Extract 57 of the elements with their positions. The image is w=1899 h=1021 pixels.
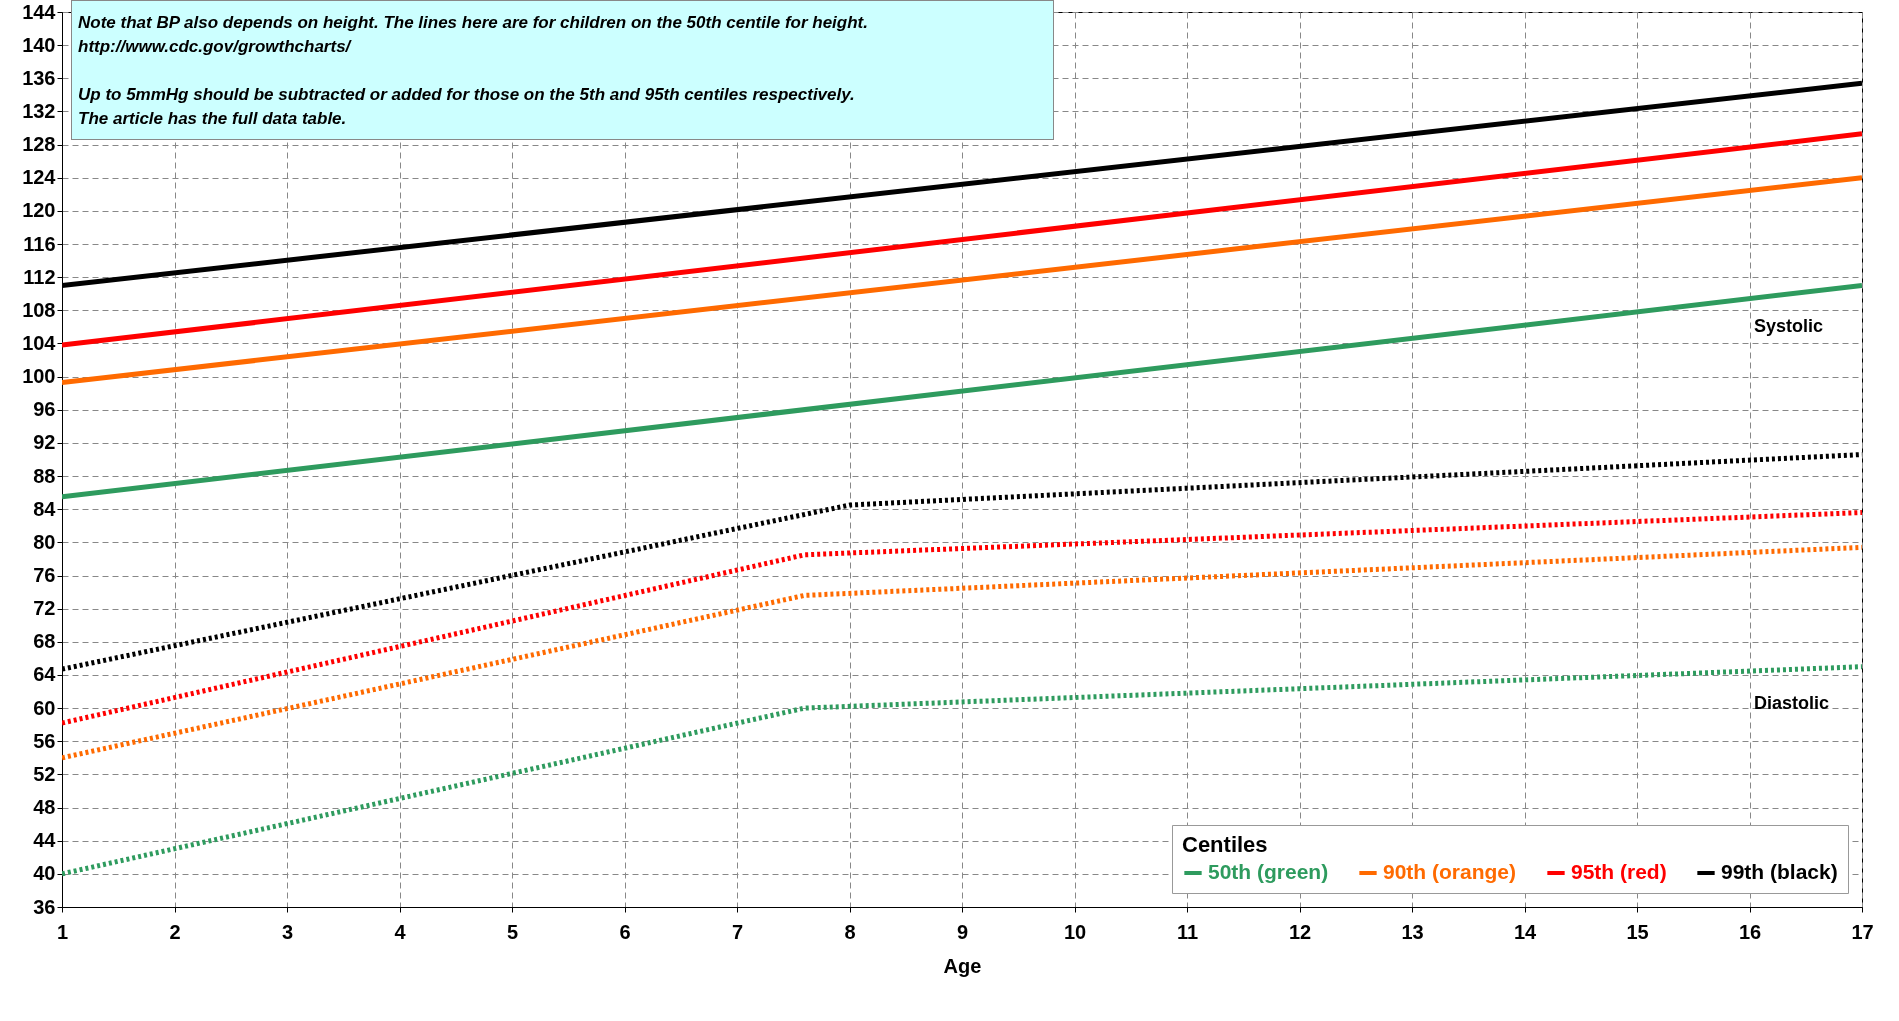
annotation: Diastolic [1754, 692, 1830, 713]
y-tick-label: 60 [33, 696, 56, 719]
y-tick-label: 72 [33, 597, 56, 620]
y-tick-label: 140 [22, 33, 56, 56]
y-tick-label: 132 [22, 99, 56, 122]
y-tick-label: 44 [33, 829, 57, 852]
x-tick-label: 16 [1738, 920, 1762, 943]
x-tick-label: 17 [1851, 920, 1874, 943]
y-tick-label: 100 [22, 365, 56, 388]
x-tick-label: 2 [169, 920, 181, 943]
x-tick-label: 1 [56, 920, 69, 943]
x-tick-label: 10 [1063, 920, 1087, 943]
y-tick-label: 80 [33, 530, 56, 553]
x-tick-label: 6 [619, 920, 631, 943]
y-tick-label: 48 [33, 796, 56, 819]
y-tick-label: 64 [33, 663, 57, 686]
annotation: Up to 5mmHg should be subtracted or added for those on the 5th and 95th centiles respectively. [78, 84, 856, 106]
y-tick-label: 112 [23, 265, 56, 288]
y-tick-label: 40 [33, 862, 56, 885]
y-tick-label: 128 [22, 133, 56, 156]
y-tick-label: 136 [22, 66, 56, 89]
x-tick-label: 15 [1626, 920, 1649, 943]
y-tick-label: 76 [33, 564, 56, 587]
x-axis-title: Age [943, 954, 982, 977]
x-tick-label: 11 [1176, 920, 1199, 943]
x-tick-label: 9 [956, 920, 969, 943]
x-tick-label: 4 [394, 920, 407, 943]
legend-label: 50th (green) [1208, 860, 1329, 883]
x-tick-label: 14 [1513, 920, 1537, 943]
y-tick-label: 96 [33, 398, 56, 421]
x-tick-label: 7 [731, 920, 744, 943]
annotation: Note that BP also depends on height. The lines here are for children on the 50th centile for height. [78, 12, 869, 34]
y-tick-label: 144 [22, 0, 57, 23]
y-tick-label: 84 [33, 497, 57, 520]
y-tick-label: 108 [22, 298, 56, 321]
x-tick-label: 3 [281, 920, 294, 943]
legend-label: 95th (red) [1571, 860, 1667, 883]
y-tick-label: 120 [22, 199, 56, 222]
y-tick-label: 68 [33, 630, 56, 653]
annotation: The article has the full data table. [78, 108, 348, 130]
annotation: http://www.cdc.gov/growthcharts/ [78, 36, 353, 58]
y-tick-label: 104 [22, 331, 57, 354]
legend-label: 90th (orange) [1383, 860, 1517, 883]
x-tick-label: 8 [844, 920, 856, 943]
y-tick-label: 88 [33, 464, 56, 487]
y-tick-label: 56 [33, 729, 56, 752]
x-tick-label: 12 [1288, 920, 1312, 943]
y-tick-label: 36 [33, 895, 56, 918]
x-tick-label: 5 [506, 920, 519, 943]
y-tick-label: 124 [22, 166, 57, 189]
legend-label: 99th (black) [1721, 860, 1838, 883]
y-tick-label: 52 [33, 762, 56, 785]
x-tick-label: 13 [1401, 920, 1424, 943]
annotation: Systolic [1754, 316, 1824, 337]
y-tick-label: 92 [33, 431, 56, 454]
legend-title: Centiles [1182, 832, 1268, 857]
y-tick-label: 116 [23, 232, 56, 255]
